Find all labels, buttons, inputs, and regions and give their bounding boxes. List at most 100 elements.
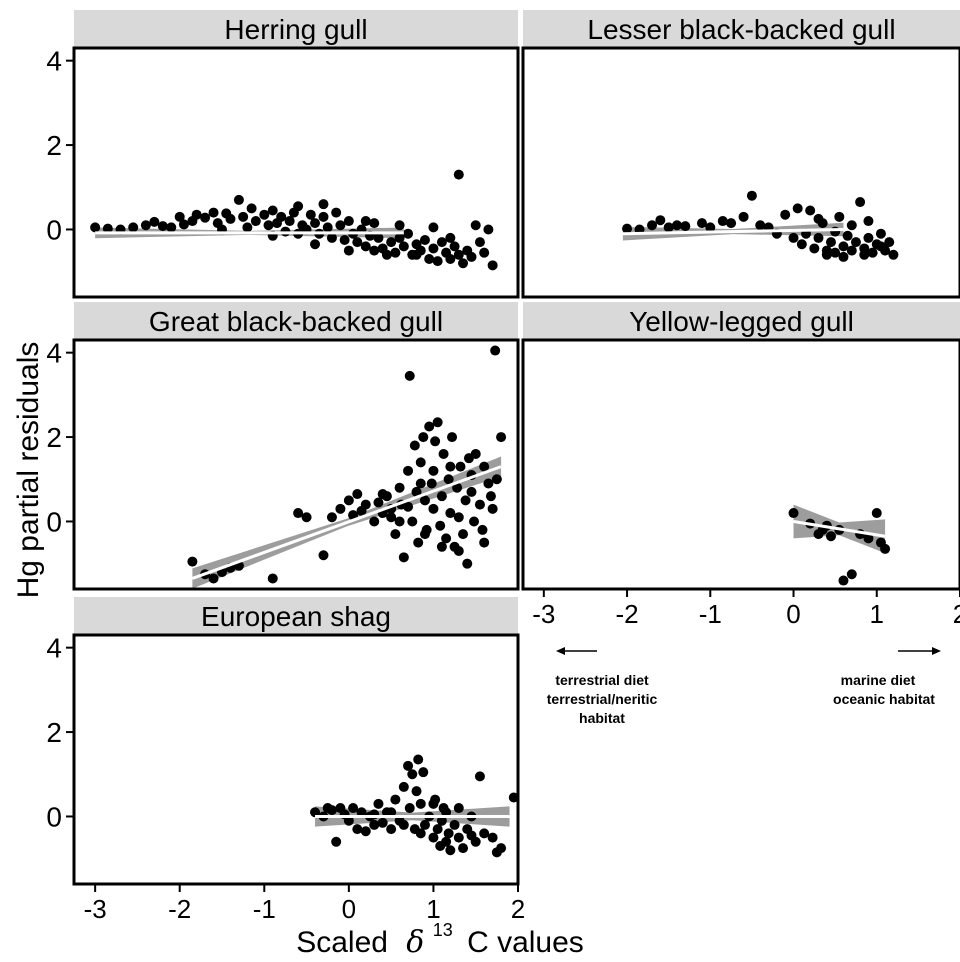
panel-5-point-27 [415,798,426,809]
panel-2-point-24 [813,232,824,243]
panel-5-point-41 [453,832,464,843]
panel-2-point-6 [671,220,682,231]
panel-1-point-52 [381,249,392,260]
panel-3-point-13 [343,495,354,506]
panel-1-point-38 [322,222,333,233]
panel-1-point-43 [343,216,354,227]
panel-3-point-66 [496,432,507,443]
panel-5-point-51 [508,792,518,803]
panel-1-point-17 [225,213,236,224]
panel-5-ytick-label: 2 [46,717,62,748]
panel-5-point-57 [441,807,452,818]
panel-3-point-54 [460,495,471,506]
panel-5-point-39 [445,845,456,856]
panel-5-point-38 [443,828,454,839]
panel-3-point-51 [453,512,464,523]
panel-2-point-8 [696,218,707,229]
panel-4: Yellow-legged gull -3 -2 -1 0 1 2 [521,302,960,629]
x-axis-label: Scaled δ 13 C values [296,920,584,960]
panel-3-point-64 [490,345,501,356]
panel-5-point-28 [418,767,429,778]
panel-5-point-42 [458,843,469,854]
panel-3-point-19 [373,497,384,508]
panel-1-point-13 [200,212,211,223]
panel-5-point-25 [411,786,422,797]
panel-3-ytick-label: 0 [46,506,62,537]
panel-3-point-60 [474,499,485,510]
panel-5-point-8 [348,803,359,814]
panel-5-point-11 [360,826,371,837]
panel-1-point-42 [339,235,350,246]
panel-3-frame [72,338,520,591]
panel-5-point-1 [310,807,321,818]
panel-1-point-7 [157,221,168,232]
panel-3-point-8 [293,508,304,519]
panel-3-fit-line [191,465,502,580]
panel-1-point-27 [276,211,287,222]
panel-1-point-37 [318,211,329,222]
panel-3-point-1 [187,556,198,567]
panel-5-point-40 [449,819,460,830]
panel-2-point-10 [717,216,728,227]
note-terrestrial-diet: terrestrial diet [555,672,649,688]
panel-5-point-53 [386,807,397,818]
panel-3-ytick-label: 4 [46,338,62,369]
panel-3-point-10 [318,550,329,561]
panel-3-point-31 [411,486,422,497]
panel-5-point-17 [386,824,397,835]
panel-3-point-39 [428,503,439,514]
panel-5-point-26 [413,754,424,765]
panel-5-point-23 [407,769,418,780]
panel-3-point-40 [430,436,441,447]
panel-5-point-13 [369,819,380,830]
panel-4-point-13 [863,533,874,544]
panel-1-point-49 [369,245,380,256]
panel-3-point-32 [413,537,424,548]
panel-1-point-89 [411,249,422,260]
panel-3-point-7 [267,573,278,584]
panel-2-fit-line [622,227,844,236]
panel-1-point-34 [305,209,316,220]
panel-5-frame [72,633,520,886]
panel-1: Herring gull 0 2 4 [46,10,520,299]
panel-5-point-21 [403,760,414,771]
panel-5-xtick-label: 0 [342,894,356,924]
panel-2-point-32 [846,245,857,256]
panel-5-point-9 [352,824,363,835]
panel-1-point-12 [191,209,202,220]
panel-3-point-26 [398,552,409,563]
y-axis-label: Hg partial residuals [12,342,45,599]
panel-2-point-31 [842,230,853,241]
panel-2-point-9 [705,222,716,233]
panel-1-title: Herring gull [224,14,367,45]
panel-4-point-12 [880,543,891,554]
panel-2-point-33 [850,237,861,248]
panel-5-point-14 [373,798,384,809]
panel-3-point-34 [418,432,429,443]
panel-5-xtick-label: 2 [511,894,525,924]
panel-5-point-47 [479,828,490,839]
panel-5-point-37 [441,836,452,847]
panel-3-point-43 [436,491,447,502]
panel-1-point-31 [293,201,304,212]
panel-2-point-3 [647,220,658,231]
panel-5-point-54 [398,819,409,830]
panel-3-point-17 [360,499,371,510]
panel-3-point-50 [452,482,463,493]
panel-4-frame [521,338,960,591]
panel-3-point-61 [479,537,490,548]
panel-4-strip [523,302,960,340]
panel-2-point-13 [746,190,757,201]
panel-5-point-56 [428,798,439,809]
panel-5-point-50 [496,843,507,854]
panel-2-point-23 [809,243,820,254]
panel-5-point-31 [428,832,439,843]
panel-1-point-65 [436,237,447,248]
panel-4-xtick-label: -3 [532,599,555,629]
panel-1-point-57 [403,228,414,239]
panel-2-frame [521,46,960,299]
panel-1-point-61 [419,235,430,246]
panel-5-point-59 [466,830,477,841]
panel-4-point-7 [838,575,849,586]
panel-1-point-90 [445,232,456,243]
